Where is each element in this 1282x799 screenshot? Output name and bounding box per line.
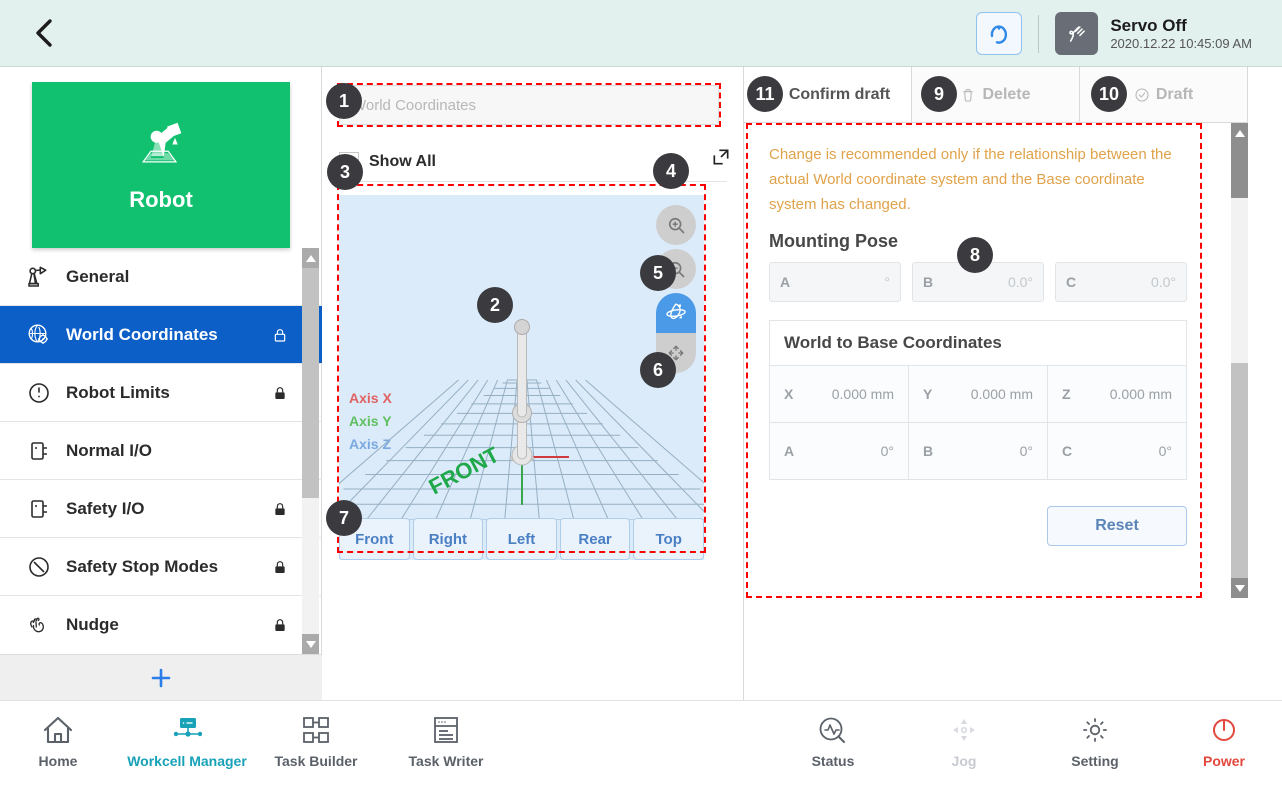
svg-text:FRONT: FRONT — [425, 442, 504, 500]
